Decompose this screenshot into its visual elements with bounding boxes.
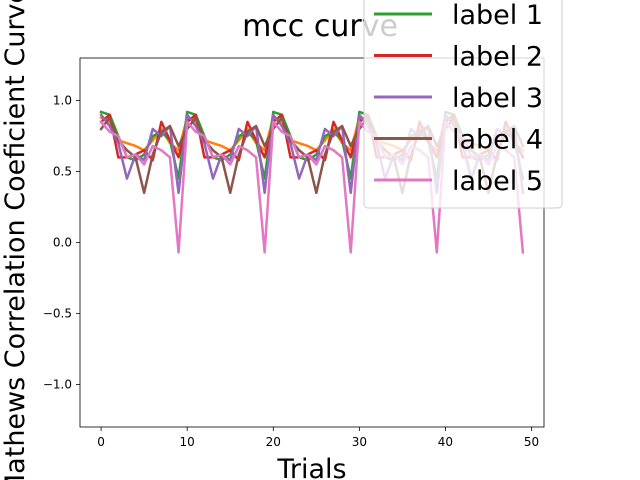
legend-label: label 4	[452, 125, 543, 156]
legend-label: label 5	[452, 166, 543, 197]
y-axis-ticks: −1.0 −0.5 0.0 0.5 1.0	[43, 94, 80, 391]
x-tick-label: 40	[438, 435, 453, 449]
legend-label: label 1	[452, 0, 543, 31]
y-tick-label: 1.0	[53, 94, 72, 108]
x-tick-label: 50	[524, 435, 539, 449]
x-tick-label: 30	[352, 435, 367, 449]
x-axis-label: Trials	[276, 454, 346, 480]
y-tick-label: −1.0	[43, 377, 72, 391]
legend-label: label 3	[452, 83, 543, 114]
y-tick-label: 0.0	[53, 236, 72, 250]
x-tick-label: 10	[180, 435, 195, 449]
y-tick-label: −0.5	[43, 306, 72, 320]
x-axis-ticks: 0 10 20 30 40 50	[97, 427, 539, 449]
legend: label 1 label 2 label 3 label 4 label 5	[363, 0, 563, 209]
legend-box	[363, 0, 563, 209]
y-axis-label: Mathews Correlation Coeficient Curve	[0, 0, 31, 480]
x-tick-label: 0	[97, 435, 105, 449]
y-tick-label: 0.5	[53, 165, 72, 179]
legend-label: label 2	[452, 42, 543, 73]
legend-entries: label 1 label 2 label 3 label 4 label 5	[374, 0, 543, 197]
x-tick-label: 20	[266, 435, 281, 449]
